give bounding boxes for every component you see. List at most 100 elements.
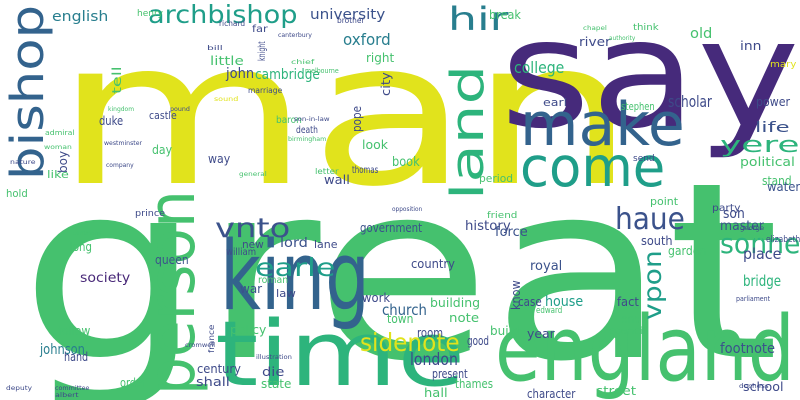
word-hall: hall [424,386,448,400]
word-shall: shall [196,375,230,389]
word-deputy: deputy [6,385,33,392]
word-haue: haue [615,202,685,237]
word-like: like [47,168,69,181]
word-woman: woman [44,144,72,151]
word-political: political [740,155,795,169]
word-vpon: vpon [638,250,667,320]
word-work: work [362,291,391,305]
word-period: period [479,172,514,185]
word-great: great [20,130,780,400]
word-room: room [417,326,444,340]
word-die: die [262,365,285,379]
word-friend: friend [487,211,518,221]
word-south: south [641,234,673,248]
word-william: william [226,247,257,258]
word-force: force [495,225,528,240]
word-son: son [723,206,745,222]
word-master: master [720,219,764,234]
word-england: england [495,297,795,400]
word-johnson: johnson [40,342,85,358]
word-albert: albert [55,392,79,399]
word-water: water [767,180,800,194]
word-parliament: parliament [736,295,771,303]
word-king: king [220,222,370,332]
word-marriage: marriage [248,86,283,95]
word-point: point [650,195,679,208]
word-kingdom: kingdom [108,106,135,113]
word-illustration: illustration [256,354,292,361]
word-death: death [296,125,318,136]
word-general: general [239,171,267,178]
word-pope: pope [350,106,364,132]
word-place: place [743,245,782,263]
word-sonne: sonne [720,227,800,260]
word-far: far [252,24,268,35]
word-chapel: chapel [583,25,607,32]
word-henry: henry [137,9,163,19]
word-hir: hir [448,0,509,38]
word-earl: earl [543,96,568,109]
word-school: school [743,380,784,394]
word-westminster: westminster [104,140,143,147]
word-good: good [467,334,489,348]
word-duchess: duchess [739,383,769,390]
word-fact: fact [617,295,639,309]
word-look: look [362,138,388,152]
word-son-in-law: son-in-law [294,116,330,123]
word-history: history [465,219,511,234]
word-birmingham: birmingham [288,136,327,143]
word-y-ere: y⁠ere [720,133,800,158]
word-person: person [135,190,210,395]
word-law: law [276,287,296,300]
word-tell: tell [110,66,124,94]
word-london: london [410,350,458,370]
word-town: town [387,312,414,326]
word-college: college [514,58,565,77]
word-oxford: oxford [343,30,391,49]
word-city: city [379,72,393,96]
word-hold: hold [6,187,28,200]
word-chief: chief [291,59,315,66]
word-new: new [242,238,264,251]
word-build: build [490,324,520,338]
word-scholar: scholar [668,92,712,111]
word-university: university [310,7,386,23]
word-committee: committee [55,385,90,392]
word-think: think [633,23,659,33]
word-book: book [392,155,420,170]
word-george: george [740,225,765,232]
word-lord: lord [280,236,308,251]
word-archbishop: archbishop [148,0,298,29]
word-opposition: opposition [392,206,423,213]
word-sidenote: sidenote [360,328,460,357]
word-bill: bill [207,45,223,52]
word-character: character [527,387,576,400]
word-little: little [210,54,244,68]
word-richard: richard [219,19,246,28]
word-come: come [520,135,666,199]
word-prince: prince [135,209,166,219]
word-say: say [500,0,800,162]
word-state: state [261,377,292,391]
word-cambridge: cambridge [255,67,320,83]
word-know: know [509,280,523,310]
word-time: time [215,302,466,400]
word-baron: baron [276,115,302,126]
word-inn: inn [740,39,762,53]
word-present: present [432,367,468,381]
word-john: john [226,66,255,82]
word-bishop: bishop [1,4,54,180]
word-century: century [197,362,241,376]
word-vnto: vnto [215,213,291,244]
word-building: building [430,296,481,310]
word-mary: mary [770,60,797,70]
word-thames: thames [455,377,493,391]
word-church: church [382,301,427,319]
word-stephen: stephen [621,100,655,113]
word-government: government [360,221,423,235]
word-power: power [756,95,791,109]
word-society: society [80,271,131,286]
word-royal: royal [530,259,563,274]
word-castle: castle [149,109,177,122]
